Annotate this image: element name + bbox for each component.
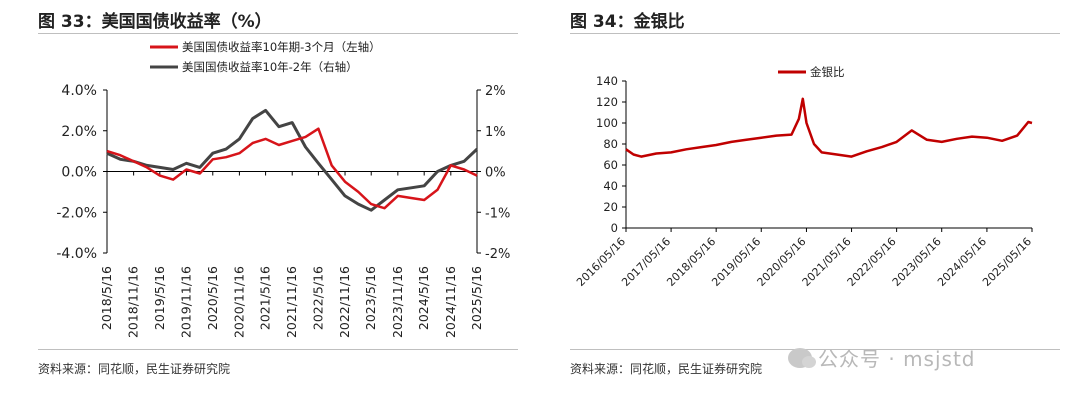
legend-label-series-1: 美国国债收益率10年期-3个月（左轴） (182, 40, 381, 54)
left-chart-source: 资料来源：同花顺，民生证券研究院 (38, 362, 231, 376)
gold-silver-chart-legend: 金银比 (778, 65, 845, 79)
x-tick-label: 2018/11/16 (126, 266, 141, 338)
legend-label-series-2: 美国国债收益率10年-2年（右轴） (182, 60, 358, 74)
x-tick-label: 2019/11/16 (178, 266, 193, 338)
x-tick-label: 2023/5/16 (363, 266, 378, 330)
yield-chart: 美国国债收益率10年期-3个月（左轴） 美国国债收益率10年-2年（右轴） 4.… (56, 40, 510, 338)
gold-silver-ratio-chart: 金银比 1401201008060402002016/05/162017/05/… (574, 65, 1034, 289)
left-y-tick-label: 0.0% (61, 165, 97, 181)
watermark: 公众号 · msjstd (788, 343, 976, 372)
right-y-tick-label: 1% (485, 125, 506, 140)
x-tick-label: 2024/11/16 (443, 266, 458, 338)
left-source-rule (38, 349, 518, 350)
left-title-rule (38, 33, 518, 34)
y-tick-label: 0 (611, 221, 618, 235)
x-tick-label: 2020/5/16 (205, 266, 220, 330)
y-tick-label: 20 (603, 200, 618, 214)
right-y-tick-label: -1% (485, 206, 510, 221)
watermark-text: 公众号 · msjstd (818, 347, 976, 371)
right-y-tick-label: 2% (485, 84, 506, 99)
x-tick-label: 2019/5/16 (152, 266, 167, 330)
x-tick-label: 2025/05/16 (980, 235, 1034, 289)
legend-label-gold-silver: 金银比 (810, 65, 845, 79)
x-tick-label: 2022/11/16 (337, 266, 352, 338)
left-y-tick-label: -2.0% (56, 205, 97, 221)
x-tick-label: 2023/11/16 (390, 266, 405, 338)
x-tick-label: 2024/5/16 (416, 266, 431, 330)
right-chart-title: 图 34：金银比 (570, 12, 685, 32)
right-y-tick-label: -2% (485, 247, 510, 262)
x-tick-label: 2018/5/16 (99, 266, 114, 330)
wechat-icon (788, 347, 816, 368)
y-tick-label: 60 (603, 158, 618, 172)
left-chart-title: 图 33：美国国债收益率（%） (38, 12, 272, 32)
x-tick-label: 2022/5/16 (310, 266, 325, 330)
y-tick-label: 120 (596, 95, 618, 109)
right-chart-source: 资料来源：同花顺，民生证券研究院 (570, 362, 763, 376)
gold-silver-ratio-line (625, 97, 1033, 158)
left-y-tick-label: -4.0% (56, 246, 97, 262)
left-y-tick-label: 2.0% (61, 124, 97, 140)
x-tick-label: 2021/11/16 (284, 266, 299, 338)
right-title-rule (570, 33, 1060, 34)
x-tick-label: 2021/5/16 (258, 266, 273, 330)
series-line-1 (106, 127, 478, 210)
left-y-tick-label: 4.0% (61, 83, 97, 99)
right-source-rule (570, 349, 1060, 350)
y-tick-label: 80 (603, 137, 618, 151)
y-tick-label: 140 (596, 74, 618, 88)
x-tick-label: 2020/11/16 (231, 266, 246, 338)
y-tick-label: 40 (603, 179, 618, 193)
yield-chart-legend: 美国国债收益率10年期-3个月（左轴） 美国国债收益率10年-2年（右轴） (150, 40, 381, 74)
series-line-2 (106, 108, 479, 212)
x-tick-label: 2025/5/16 (469, 266, 484, 330)
right-y-tick-label: 0% (485, 166, 506, 181)
y-tick-label: 100 (596, 116, 618, 130)
